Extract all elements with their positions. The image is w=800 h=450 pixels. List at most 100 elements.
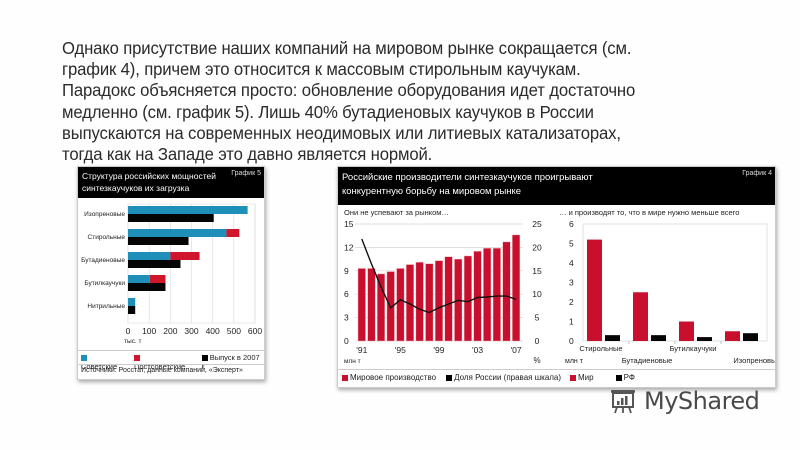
line-russia-share <box>361 238 517 314</box>
legend-item-world-production: Мировое производство <box>342 373 436 382</box>
watermark-text: MyShared <box>644 387 760 415</box>
bar-world-production <box>483 247 492 342</box>
paragraph-line: график 4), причем это относится к массов… <box>62 59 581 80</box>
bar-output-2007 <box>128 237 189 245</box>
legend: Советские Постсоветские Выпуск в 2007 г. <box>81 353 264 371</box>
panel-header: Структура российских мощностей синтезкау… <box>78 167 264 198</box>
bar-postsoviet <box>226 229 240 237</box>
category-label: Стирольные <box>579 344 622 353</box>
category-label: Стирольные <box>88 234 126 241</box>
y-tick-label: 4 <box>569 258 574 268</box>
category-label: Бутадиеновые <box>81 257 125 264</box>
category-label: Нитрильные <box>87 303 125 310</box>
bar-world-production <box>502 241 511 342</box>
bar-world <box>633 292 648 341</box>
y-tick-label: 5 <box>569 239 574 249</box>
legend-swatch-icon <box>570 374 576 381</box>
bar-world-production <box>377 273 386 342</box>
bar-world-production <box>444 256 453 342</box>
category-label: Изопреновые <box>733 356 775 365</box>
x-tick-label: 500 <box>227 326 241 336</box>
y-tick-left: 15 <box>344 219 354 229</box>
bar-world-production <box>367 268 376 342</box>
legend-label: Доля России (правая шкала) <box>454 373 562 382</box>
legend-swatch-icon <box>615 374 622 381</box>
bar-world-production <box>396 268 405 342</box>
body-paragraph: Однако присутствие наших компаний на мир… <box>62 38 753 165</box>
bar-world <box>679 321 694 341</box>
bar-output-2007 <box>128 260 181 268</box>
paragraph-line: тогда как на Западе это давно является н… <box>62 143 433 164</box>
y-tick-right: 15 <box>532 266 542 276</box>
y-unit-left: млн т <box>344 358 361 365</box>
legend-item-russia: РФ <box>615 373 635 382</box>
bar-output-2007 <box>128 283 166 291</box>
x-tick-label: '07 <box>511 345 522 355</box>
bar-soviet <box>128 229 227 237</box>
y-unit-right: % <box>533 356 540 365</box>
bar-world-production <box>415 262 424 342</box>
bar-soviet <box>128 298 136 306</box>
x-axis-unit: тыс. т <box>124 338 142 345</box>
y-tick-label: 6 <box>569 219 574 229</box>
legend-label: РФ <box>623 373 635 382</box>
watermark-logo: MyShared <box>608 386 760 416</box>
bar-russia <box>605 335 620 341</box>
y-tick-left: 6 <box>344 289 349 299</box>
category-label: Бутилкаучуки <box>670 344 717 353</box>
legend-item-soviet: Советские <box>81 353 124 371</box>
x-tick-label: '03 <box>472 345 483 355</box>
y-tick-right: 10 <box>532 289 542 299</box>
y-tick-right: 5 <box>535 313 540 323</box>
bar-russia <box>651 335 666 341</box>
y-tick-label: 3 <box>569 278 574 288</box>
presentation-board-icon <box>611 390 635 414</box>
source-note: Источники: Росстат, данные компаний, «Эк… <box>81 367 243 374</box>
x-tick-label: 600 <box>248 326 262 336</box>
y-tick-left: 9 <box>344 266 349 276</box>
y-tick-left: 0 <box>344 336 349 346</box>
y-tick-label: 1 <box>569 317 574 327</box>
bar-russia <box>697 337 712 341</box>
legend-item-postsoviet: Постсоветские <box>134 353 192 371</box>
x-tick-label: 300 <box>184 326 198 336</box>
chart-subtitle: … и производят то, что в мире нужно мень… <box>559 208 739 217</box>
x-tick-label: '91 <box>356 345 367 355</box>
paragraph-line: выпускаются на современных неодимовых ил… <box>62 122 621 143</box>
chart-number-tag: График 4 <box>742 170 772 177</box>
bar-output-2007 <box>128 214 214 222</box>
y-tick-right: 0 <box>535 336 540 346</box>
legend-swatch-icon <box>201 355 208 362</box>
category-label: Изопреновые <box>84 211 125 218</box>
category-label: Бутадиеновые <box>622 356 673 365</box>
y-tick-left: 3 <box>344 313 349 323</box>
paragraph-line: Однако присутствие наших компаний на мир… <box>62 38 632 58</box>
bar-line-combo-chart: Они не успевают за рынком… 0 0 3 5 6 10 9 15 12 20… <box>344 208 542 365</box>
legend-right: Мир РФ <box>570 373 635 382</box>
bar-world-production <box>512 234 521 342</box>
divider <box>78 364 264 365</box>
bar-world-production <box>425 263 434 342</box>
x-tick-label: '99 <box>433 345 444 355</box>
legend-item-output-2007: Выпуск в 2007 г. <box>201 353 264 371</box>
bar-world <box>725 331 740 341</box>
chart-subtitle: Они не успевают за рынком… <box>344 208 449 217</box>
legend-label: Советские <box>81 362 118 371</box>
chart-number-tag: График 5 <box>231 170 261 177</box>
bar-world-production <box>492 247 501 342</box>
x-tick-label: 200 <box>163 326 177 336</box>
bar-world-production <box>357 268 366 342</box>
legend-swatch-icon <box>342 374 348 381</box>
bar-world <box>587 239 602 341</box>
x-tick-label: 100 <box>142 326 156 336</box>
legend-swatch-icon <box>134 355 140 362</box>
vertical-bar-chart: … и производят то, что в мире нужно мень… <box>559 208 775 365</box>
y-tick-right: 20 <box>532 242 542 252</box>
chart-panel-capacity: Структура российских мощностей синтезкау… <box>77 166 265 380</box>
y-unit: млн т <box>565 358 584 365</box>
bar-postsoviet <box>149 275 166 283</box>
horizontal-bar-chart: 0 100 200 300 400 500 600 тыс. т Изопреновые Стир… <box>81 203 262 345</box>
y-tick-label: 0 <box>569 336 574 346</box>
y-tick-left: 12 <box>344 242 354 252</box>
paragraph-line: Парадокс объясняется просто: обновление … <box>62 80 636 101</box>
